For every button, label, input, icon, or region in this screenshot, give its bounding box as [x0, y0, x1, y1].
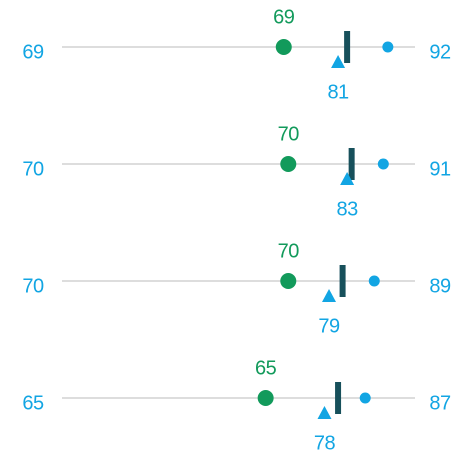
max-dot	[377, 158, 389, 170]
max-dot	[359, 392, 371, 404]
forecast-triangle	[331, 55, 346, 68]
actual-dot	[280, 273, 297, 289]
row-min-label: 69	[22, 41, 44, 63]
target-bar	[344, 31, 351, 63]
forecast-label: 79	[318, 315, 340, 337]
row-max-label: 89	[429, 275, 451, 297]
target-bar	[348, 148, 355, 180]
forecast-label: 78	[314, 432, 336, 454]
row-min-label: 70	[22, 158, 44, 180]
max-dot	[368, 275, 380, 287]
row-max-label: 87	[429, 392, 451, 414]
max-dot	[382, 41, 394, 53]
actual-dot	[280, 156, 297, 172]
forecast-label: 81	[327, 81, 349, 103]
actual-label: 70	[278, 123, 300, 145]
row-max-label: 91	[429, 158, 451, 180]
actual-label: 70	[278, 240, 300, 262]
row-min-label: 65	[22, 392, 44, 414]
actual-dot	[275, 39, 292, 55]
actual-label: 69	[273, 6, 295, 28]
actual-label: 65	[255, 357, 277, 379]
forecast-triangle	[317, 406, 332, 419]
row-max-label: 92	[429, 41, 451, 63]
target-bar	[339, 265, 346, 297]
target-bar	[335, 382, 342, 414]
actual-dot	[257, 390, 274, 406]
row-min-label: 70	[22, 275, 44, 297]
forecast-triangle	[340, 172, 355, 185]
forecast-label: 83	[336, 198, 358, 220]
forecast-triangle	[322, 289, 337, 302]
